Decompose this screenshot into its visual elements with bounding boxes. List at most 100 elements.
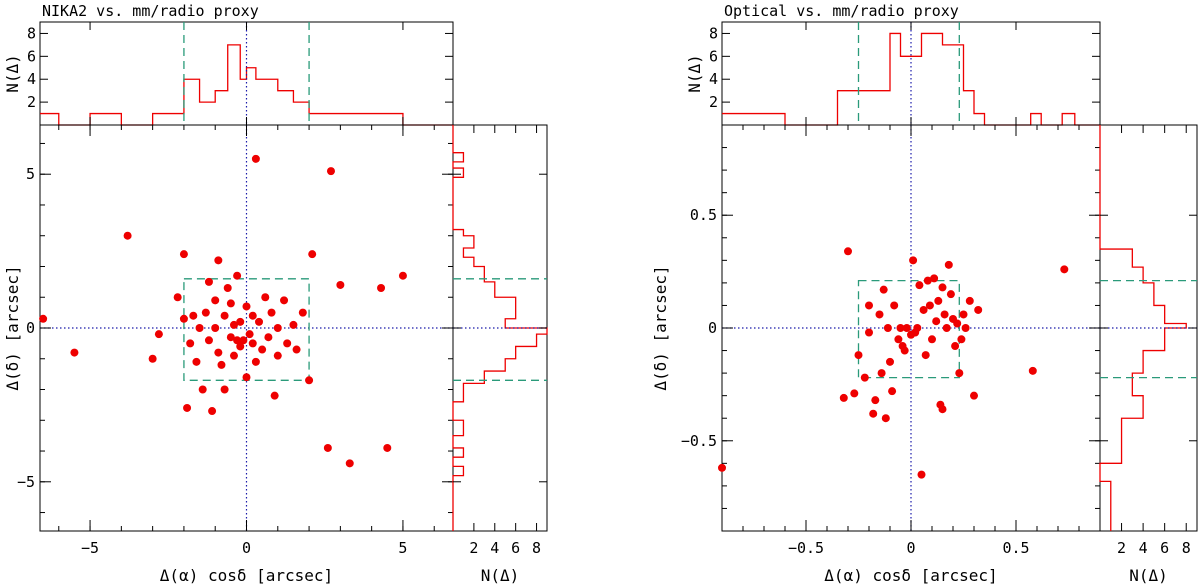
- data-point: [854, 351, 863, 360]
- data-point: [718, 463, 726, 472]
- data-point: [961, 324, 970, 332]
- data-point: [869, 409, 878, 418]
- top-hist-tick-label: 6: [709, 47, 718, 65]
- top-histogram-panel: 2 4 6 8 Optical vs. mm/radio proxy N(Δ): [685, 2, 1101, 126]
- data-point: [955, 369, 964, 378]
- top-hist-axis-label: N(Δ): [685, 54, 704, 93]
- data-point: [189, 311, 198, 320]
- data-point: [273, 351, 282, 360]
- data-point: [261, 293, 270, 302]
- side-hist-axis-label: N(Δ): [481, 566, 520, 585]
- data-point: [298, 308, 307, 317]
- data-point: [915, 281, 924, 290]
- data-point: [942, 324, 951, 332]
- data-point: [383, 443, 392, 452]
- data-point: [239, 336, 248, 345]
- y-axis-label: Δ(δ) [arcsec]: [651, 265, 670, 390]
- data-point: [195, 324, 204, 332]
- data-point: [148, 354, 157, 363]
- data-point: [932, 317, 941, 326]
- data-point: [890, 301, 899, 310]
- data-point: [220, 385, 229, 394]
- data-point: [871, 396, 880, 405]
- data-point: [886, 357, 894, 366]
- data-point: [217, 360, 226, 369]
- data-point: [183, 403, 192, 412]
- data-point: [326, 167, 335, 176]
- data-point: [940, 310, 949, 319]
- data-point: [264, 333, 273, 342]
- data-point: [270, 391, 279, 400]
- data-point: [267, 308, 276, 317]
- data-point: [236, 317, 245, 326]
- side-hist-axis-label: N(Δ): [1129, 566, 1168, 585]
- data-point: [398, 271, 407, 280]
- side-histogram-panel: 2 4 6 8 N(Δ): [452, 124, 548, 585]
- x-tick-label: 0: [242, 539, 251, 557]
- y-tick-label: −5: [17, 473, 35, 491]
- side-histogram-panel: 2 4 6 8 N(Δ): [1099, 124, 1198, 585]
- side-hist-tick-label: 6: [511, 539, 520, 557]
- data-point: [186, 339, 195, 348]
- data-point: [179, 250, 188, 259]
- data-point: [258, 345, 267, 354]
- y-tick-label: −0.5: [681, 432, 717, 450]
- data-point: [336, 280, 345, 289]
- data-point: [289, 320, 298, 329]
- x-tick-label: 0: [906, 539, 915, 557]
- data-point: [1060, 265, 1069, 274]
- data-point: [930, 274, 939, 283]
- data-point: [204, 336, 213, 345]
- dispersion-box: [857, 279, 960, 379]
- side-hist-tick-label: 4: [490, 539, 499, 557]
- data-point: [305, 376, 314, 385]
- data-point: [883, 324, 892, 332]
- data-point: [198, 385, 207, 394]
- side-hist-tick-label: 4: [1139, 539, 1148, 557]
- x-tick-label: 5: [398, 539, 407, 557]
- x-tick-label: 0.5: [1002, 539, 1029, 557]
- side-hist-tick-label: 2: [469, 539, 478, 557]
- data-point: [345, 459, 354, 468]
- data-point: [946, 290, 955, 299]
- data-point: [925, 301, 934, 310]
- data-point: [211, 296, 220, 305]
- data-point: [273, 324, 282, 332]
- data-point: [860, 373, 869, 382]
- data-point: [928, 335, 936, 344]
- data-point: [223, 284, 232, 293]
- top-hist-tick-label: 6: [27, 47, 36, 65]
- data-point: [242, 302, 251, 311]
- chart-title: Optical vs. mm/radio proxy: [724, 2, 959, 20]
- top-histogram-panel: 2 4 6 8 NIKA2 vs. mm/radio proxy N(Δ): [3, 2, 454, 126]
- data-point: [957, 335, 966, 344]
- data-point: [913, 324, 922, 332]
- data-point: [894, 335, 903, 344]
- x-tick-label: −5: [81, 539, 99, 557]
- side-histogram-step: [452, 125, 548, 531]
- data-point: [292, 345, 301, 354]
- data-point: [951, 342, 960, 351]
- data-point: [909, 256, 918, 265]
- data-point: [919, 305, 928, 314]
- data-point: [233, 271, 242, 280]
- data-point: [323, 443, 332, 452]
- top-histogram-frame: [721, 21, 1101, 126]
- data-point: [944, 260, 953, 269]
- data-point: [888, 387, 897, 396]
- data-point: [192, 357, 201, 366]
- data-point: [248, 339, 257, 348]
- data-point: [877, 369, 886, 378]
- data-point: [844, 247, 852, 256]
- data-point: [965, 296, 974, 305]
- data-point: [201, 308, 210, 317]
- data-point: [974, 305, 983, 314]
- data-point: [1028, 366, 1037, 375]
- data-point: [865, 328, 873, 337]
- top-histogram-step: [40, 44, 453, 126]
- data-point: [179, 314, 188, 323]
- data-point: [881, 414, 890, 423]
- data-point: [173, 293, 182, 302]
- data-point: [233, 336, 242, 345]
